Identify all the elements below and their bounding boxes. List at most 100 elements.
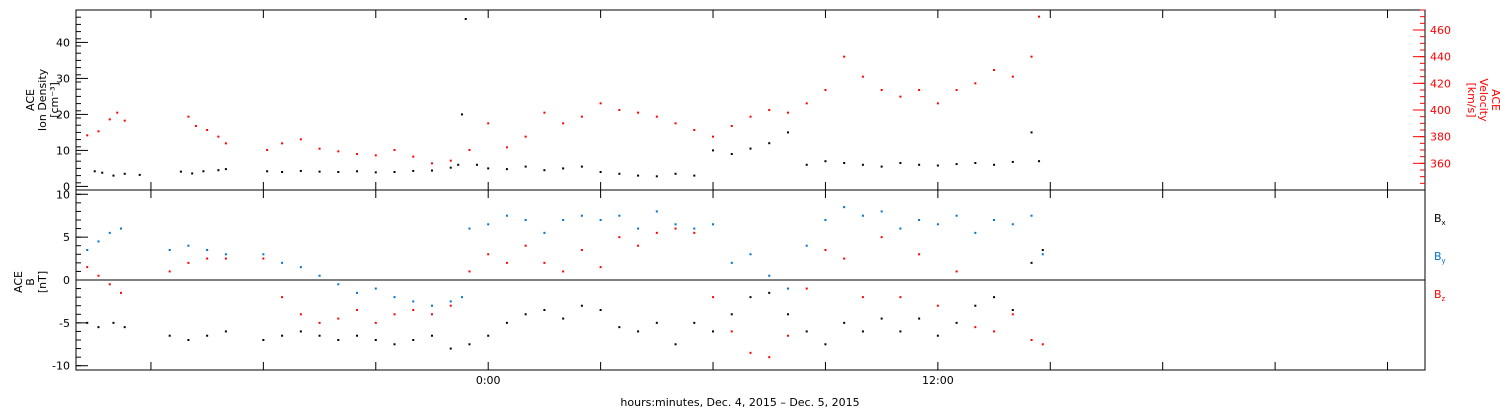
bottom-series-0-point [824,343,827,346]
top-series-0-point [880,165,883,168]
bottom-series-1-point [824,219,827,221]
bottom-series-0-point [318,334,321,337]
bottom-series-0-point [599,309,602,311]
top-series-0-point [224,168,227,171]
top-panel-frame [75,9,1426,191]
bottom-series-0-point [562,317,565,320]
bottom-series-1-point [1011,223,1014,226]
bottom-series-0-point [543,309,546,311]
bottom-series-2-point [562,270,565,273]
top-series-1-point [487,122,490,125]
top-series-0-point [460,113,463,116]
bottom-series-0-point [655,321,658,324]
top-series-0-point [281,171,284,173]
top-series-0-point [1038,160,1041,163]
bottom-series-2-point [655,231,658,234]
top-series-1-point [824,89,827,91]
top-series-0-point [449,166,452,169]
bottom-series-0-point [993,296,996,299]
top-series-0-point [562,167,565,170]
top-series-0-point [805,163,808,166]
top-left-tick-label: 0 [63,180,70,193]
top-left-tick-label: 40 [56,36,70,49]
top-series-0-point [412,169,415,172]
top-series-1-point [749,115,752,118]
bottom-series-2-point [524,244,527,247]
top-series-0-point [217,169,220,172]
top-series-0-point [580,165,583,168]
bottom-series-2-point [1030,339,1033,341]
bottom-series-2-point [805,287,808,290]
bottom-series-2-point [899,296,902,299]
bottom-series-2-point [468,270,471,273]
bottom-series-0-point [786,313,789,316]
bottom-series-0-point [224,330,227,333]
bottom-series-1-point [119,227,122,230]
bottom-series-0-point [86,321,89,324]
top-series-0-point [599,171,602,173]
bottom-series-1-point [449,300,452,303]
top-series-1-point [430,162,433,165]
bottom-series-2-point [108,283,111,286]
top-series-0-point [693,174,696,177]
top-series-0-point [191,172,194,175]
top-series-1-point [206,129,209,131]
top-series-1-point [97,130,100,133]
top-series-1-point [618,109,621,111]
top-left-title-3: [cm⁻³] [48,82,61,118]
top-series-0-point [266,170,269,173]
top-series-1-point [562,122,565,125]
top-series-1-point [918,89,921,91]
bottom-series-1-point [637,227,640,230]
bottom-series-2-point [618,236,621,239]
bottom-series-1-point [543,231,546,234]
bottom-series-2-point [168,270,171,273]
bottom-series-0-point [356,334,359,337]
bottom-series-1-point [1030,214,1033,217]
top-series-0-point [674,172,677,175]
top-series-0-point [768,142,771,145]
bottom-series-1-point [206,249,209,251]
top-series-1-point [1030,55,1033,58]
bottom-series-2-point [730,330,733,333]
top-series-0-point [138,173,141,176]
bottom-series-1-point [599,219,602,221]
bottom-series-2-point [599,266,602,269]
top-series-1-point [880,89,883,91]
bottom-series-0-point [393,343,396,346]
top-series-1-point [993,69,996,71]
bottom-series-1-point [955,214,958,217]
bottom-series-0-point [843,321,846,324]
bottom-series-1-point [655,210,658,213]
bottom-series-0-point [768,291,771,294]
bottom-series-0-point [505,321,508,324]
bottom-series-2-point [97,274,100,277]
top-left-tick-label: 10 [56,144,70,157]
bottom-series-1-point [224,253,227,256]
top-series-1-point [194,125,197,127]
top-series-1-point [974,82,977,85]
bottom-series-2-point [356,309,359,311]
top-series-0-point [824,160,827,163]
bottom-series-1-point [460,296,463,299]
bottom-series-0-point [1030,261,1033,264]
bottom-series-0-point [168,334,171,337]
bottom-series-1-point [262,253,265,256]
bottom-series-2-point [224,257,227,260]
bottom-series-2-point [374,321,377,324]
top-right-title-1: ACE [1489,89,1500,111]
top-series-1-point [266,149,269,151]
bottom-series-2-point [543,261,546,264]
bottom-series-2-point [1011,313,1014,316]
bottom-series-2-point [955,270,958,273]
bottom-data-points [86,206,1044,359]
top-data-points [86,15,1041,178]
top-series-1-point [1011,75,1014,78]
bottom-series-1-point [580,214,583,217]
bottom-series-2-point [206,257,209,260]
top-series-0-point [112,174,115,177]
bottom-series-0-point [112,321,115,324]
top-series-1-point [337,150,340,153]
bottom-left-axis: -10 -5 0 5 10 [52,188,88,373]
bottom-series-1-point [974,231,977,234]
